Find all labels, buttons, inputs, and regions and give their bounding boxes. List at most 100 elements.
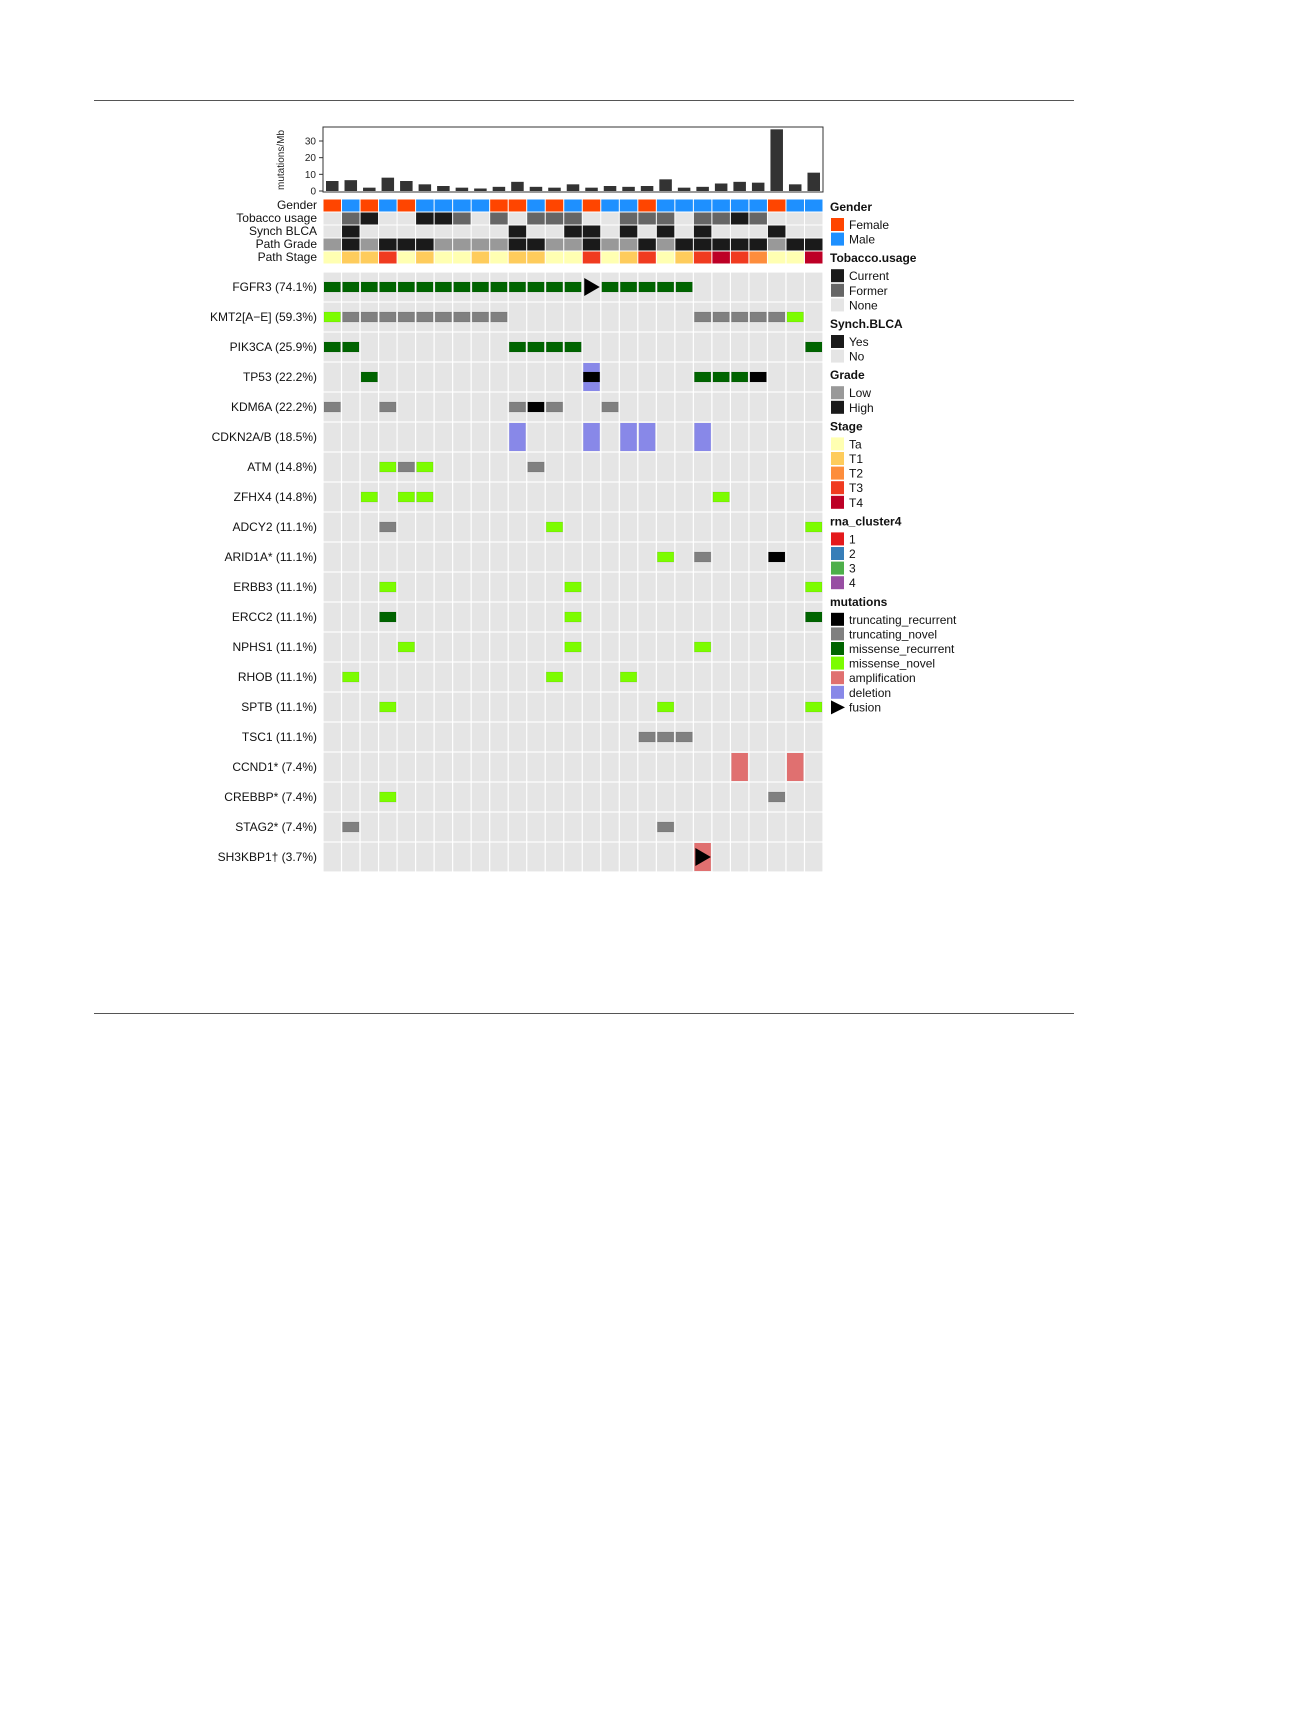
grid-cell	[749, 332, 767, 362]
grid-cell	[619, 392, 638, 422]
grid-cell	[527, 512, 545, 542]
legend-swatch	[831, 656, 844, 670]
missense-recurrent-mark	[323, 341, 342, 353]
truncating-recurrent-mark	[749, 371, 767, 383]
grid-cell	[360, 542, 378, 572]
annotation-cell-synch	[619, 225, 638, 238]
annotation-cell-stage	[508, 251, 527, 264]
grid-cell	[619, 632, 638, 662]
grid-cell	[471, 812, 490, 842]
missense-novel-mark	[323, 311, 342, 323]
deletion-mark	[694, 423, 711, 451]
annotation-cell-gender	[434, 199, 453, 212]
grid-cell	[731, 812, 749, 842]
annotation-cell-tobacco	[712, 212, 730, 225]
grid-cell	[786, 842, 804, 872]
annotation-cell-gender	[767, 199, 786, 212]
legend-item-label: Ta	[849, 437, 862, 451]
annotation-cell-tobacco	[675, 212, 693, 225]
legend-title: Grade	[830, 368, 865, 382]
grid-cell	[323, 482, 341, 512]
grid-cell	[434, 572, 453, 602]
grid-cell	[416, 782, 434, 812]
gene-label: ADCY2 (11.1%)	[233, 520, 317, 534]
missense-recurrent-mark	[379, 611, 397, 623]
tmb-bar	[714, 183, 728, 191]
annotation-cell-synch	[508, 225, 527, 238]
grid-cell	[527, 662, 545, 692]
grid-cell	[712, 512, 730, 542]
grid-cell	[731, 542, 749, 572]
grid-cell	[675, 512, 693, 542]
grid-cell	[749, 392, 767, 422]
annotation-cell-grade	[767, 238, 786, 251]
legend-item-label: 3	[849, 562, 856, 576]
gene-label: PIK3CA (25.9%)	[230, 340, 317, 354]
missense-novel-mark	[379, 581, 397, 593]
missense-recurrent-mark	[508, 281, 527, 293]
annotation-cell-synch	[601, 225, 619, 238]
grid-cell	[360, 452, 378, 482]
grid-cell	[490, 452, 508, 482]
annotation-cell-tobacco	[323, 212, 342, 225]
grid-cell	[582, 692, 601, 722]
missense-novel-mark	[619, 671, 638, 683]
tmb-bar	[381, 177, 395, 191]
annotation-cell-tobacco	[471, 212, 490, 225]
fusion-mark	[584, 278, 600, 296]
grid-cell	[471, 752, 490, 782]
annotation-cell-synch	[471, 225, 490, 238]
grid-cell	[323, 812, 341, 842]
truncating-recurrent-mark	[527, 401, 545, 413]
annotation-cell-grade	[323, 238, 342, 251]
grid-cell	[508, 572, 527, 602]
grid-cell	[379, 482, 397, 512]
grid-cell	[768, 362, 786, 392]
tmb-bar	[622, 186, 635, 191]
annotation-cell-gender	[545, 199, 564, 212]
grid-cell	[601, 362, 619, 392]
legend-item-label: truncating_novel	[849, 627, 937, 641]
grid-cell	[786, 482, 804, 512]
missense-recurrent-mark	[342, 281, 360, 293]
grid-cell	[564, 662, 582, 692]
grid-cell	[360, 512, 378, 542]
gene-label: STAG2* (7.4%)	[235, 820, 317, 834]
grid-cell	[527, 632, 545, 662]
grid-cell	[582, 812, 601, 842]
grid-cell	[638, 302, 656, 332]
grid-cell	[508, 752, 527, 782]
grid-cell	[619, 812, 638, 842]
grid-cell	[527, 602, 545, 632]
grid-cell	[601, 572, 619, 602]
legend-swatch	[831, 642, 844, 655]
grid-cell	[582, 452, 601, 482]
grid-cell	[397, 512, 415, 542]
grid-cell	[416, 842, 434, 872]
legend-item-label: High	[849, 401, 874, 415]
grid-cell	[360, 782, 378, 812]
grid-cell	[582, 662, 601, 692]
grid-cell	[323, 602, 341, 632]
annotation-cell-tobacco	[582, 212, 601, 225]
legend-item-label: truncating_recurrent	[849, 613, 957, 627]
legend-swatch	[831, 547, 844, 560]
annotation-cell-tobacco	[730, 212, 749, 225]
annotation-cell-tobacco	[360, 212, 379, 225]
grid-cell	[638, 572, 656, 602]
annotation-cell-grade	[342, 238, 360, 251]
grid-cell	[360, 422, 378, 452]
annotation-cell-synch	[490, 225, 508, 238]
deletion-mark	[509, 423, 526, 451]
grid-cell	[545, 302, 564, 332]
truncating-novel-mark	[545, 401, 564, 413]
gene-label: TP53 (22.2%)	[243, 370, 317, 384]
truncating-novel-mark	[379, 401, 397, 413]
grid-cell	[768, 332, 786, 362]
grid-cell	[397, 572, 415, 602]
tmb-ytick-label: 0	[310, 187, 316, 198]
grid-cell	[786, 512, 804, 542]
gene-label: KMT2[A−E] (59.3%)	[210, 310, 317, 324]
legend-swatch	[831, 218, 844, 231]
grid-cell	[638, 812, 656, 842]
